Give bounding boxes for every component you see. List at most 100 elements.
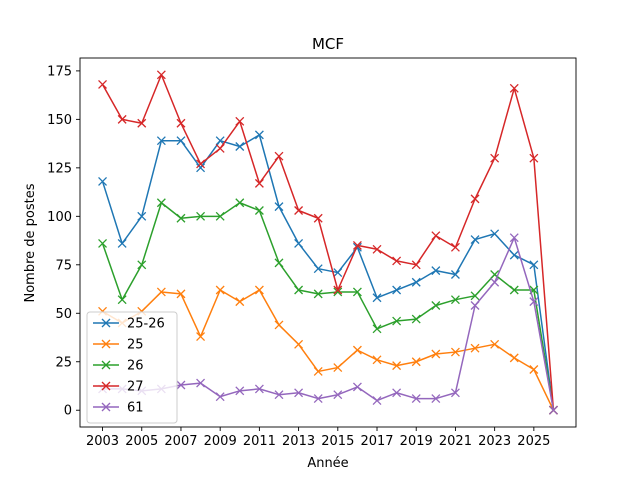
marker-stroke (392, 256, 402, 266)
data-point-26-2009 (215, 211, 225, 221)
marker-stroke (215, 285, 225, 295)
data-point-25-2024 (509, 353, 519, 363)
marker-stroke (509, 83, 519, 93)
marker-stroke (294, 206, 304, 215)
data-point-25-2021 (450, 347, 460, 357)
legend-marker (101, 318, 111, 328)
marker-stroke (117, 295, 127, 305)
data-point-25-26-2003 (98, 176, 108, 186)
data-point-25-26-2006 (156, 136, 166, 146)
data-point-25-26-2015 (333, 268, 343, 278)
marker-stroke (235, 386, 245, 396)
legend-marker (101, 339, 111, 349)
data-point-61-2015 (333, 390, 343, 400)
marker-stroke (333, 363, 343, 373)
data-point-25-26-2018 (392, 285, 402, 295)
marker-stroke (196, 378, 206, 388)
data-point-26-2017 (372, 324, 382, 334)
marker-stroke (392, 316, 402, 326)
marker-stroke (411, 394, 421, 404)
data-point-26-2022 (470, 291, 480, 301)
data-point-25-2018 (392, 361, 402, 371)
marker-stroke (529, 365, 539, 374)
y-tick-label: 25 (55, 355, 72, 370)
series-61 (98, 233, 558, 415)
marker-stroke (156, 287, 166, 297)
data-point-26-2021 (450, 295, 460, 305)
data-point-27-2017 (372, 244, 382, 254)
marker-stroke (490, 270, 500, 279)
marker-stroke (215, 143, 225, 153)
data-point-27-2010 (235, 116, 245, 126)
data-point-27-2019 (411, 260, 421, 270)
x-tick-label: 2005 (125, 434, 158, 449)
axes-frame (79, 57, 577, 428)
data-point-61-2009 (215, 392, 225, 402)
marker-stroke (352, 287, 362, 297)
legend-label: 27 (127, 380, 144, 395)
marker-stroke (294, 388, 304, 398)
data-point-25-2012 (274, 320, 284, 330)
data-point-61-2026 (548, 405, 558, 415)
legend-entry-26: 26 (93, 359, 144, 374)
marker-stroke (196, 332, 206, 342)
marker-stroke (274, 151, 284, 161)
data-point-25-2011 (254, 285, 264, 295)
marker-stroke (372, 244, 382, 254)
data-point-61-2019 (411, 394, 421, 404)
data-point-27-2013 (294, 206, 304, 215)
data-point-27-2005 (137, 118, 147, 128)
data-point-61-2022 (470, 301, 480, 310)
marker-stroke (431, 394, 441, 404)
marker-stroke (411, 277, 421, 287)
data-point-26-2014 (313, 289, 323, 299)
data-point-25-2017 (372, 355, 382, 365)
marker-stroke (176, 213, 186, 223)
marker-stroke (372, 324, 382, 334)
data-point-25-26-2020 (431, 266, 441, 276)
x-tick-label: 2003 (86, 434, 119, 449)
marker-stroke (137, 260, 147, 270)
data-point-61-2023 (490, 277, 500, 287)
data-point-25-2014 (313, 366, 323, 376)
legend-label: 25 (127, 338, 144, 353)
data-point-26-2003 (98, 239, 108, 248)
legend-entry-61: 61 (93, 401, 144, 416)
marker-stroke (509, 285, 519, 295)
marker-stroke (313, 289, 323, 299)
marker-stroke (254, 384, 264, 394)
data-point-25-2010 (235, 297, 245, 307)
x-tick-label: 2021 (439, 434, 472, 449)
x-tick-label: 2017 (360, 434, 393, 449)
marker-stroke (137, 118, 147, 128)
marker-stroke (529, 297, 539, 307)
marker-stroke (313, 394, 323, 404)
marker-stroke (98, 80, 108, 89)
data-point-25-26-2017 (372, 293, 382, 303)
data-point-27-2015 (333, 285, 343, 295)
marker-stroke (274, 202, 284, 212)
data-point-27-2025 (529, 153, 539, 163)
data-point-27-2006 (156, 70, 166, 80)
data-point-25-26-2011 (254, 130, 264, 140)
data-point-61-2017 (372, 396, 382, 405)
legend-entry-27: 27 (93, 380, 144, 395)
data-point-61-2007 (176, 380, 186, 390)
legend-label: 61 (127, 401, 144, 416)
data-point-25-2008 (196, 332, 206, 342)
marker-stroke (313, 264, 323, 274)
data-point-26-2013 (294, 285, 304, 295)
data-point-61-2020 (431, 394, 441, 404)
legend-marker (101, 402, 111, 412)
series-line-25-26 (101, 134, 555, 411)
marker-stroke (176, 289, 186, 299)
data-point-27-2020 (431, 231, 441, 241)
data-point-25-26-2007 (176, 136, 186, 146)
marker-stroke (450, 388, 460, 398)
data-point-27-2022 (470, 194, 480, 204)
data-point-26-2020 (431, 301, 441, 310)
data-point-27-2023 (490, 153, 500, 163)
marker-stroke (548, 405, 558, 415)
marker-stroke (117, 239, 127, 248)
marker-stroke (294, 339, 304, 349)
